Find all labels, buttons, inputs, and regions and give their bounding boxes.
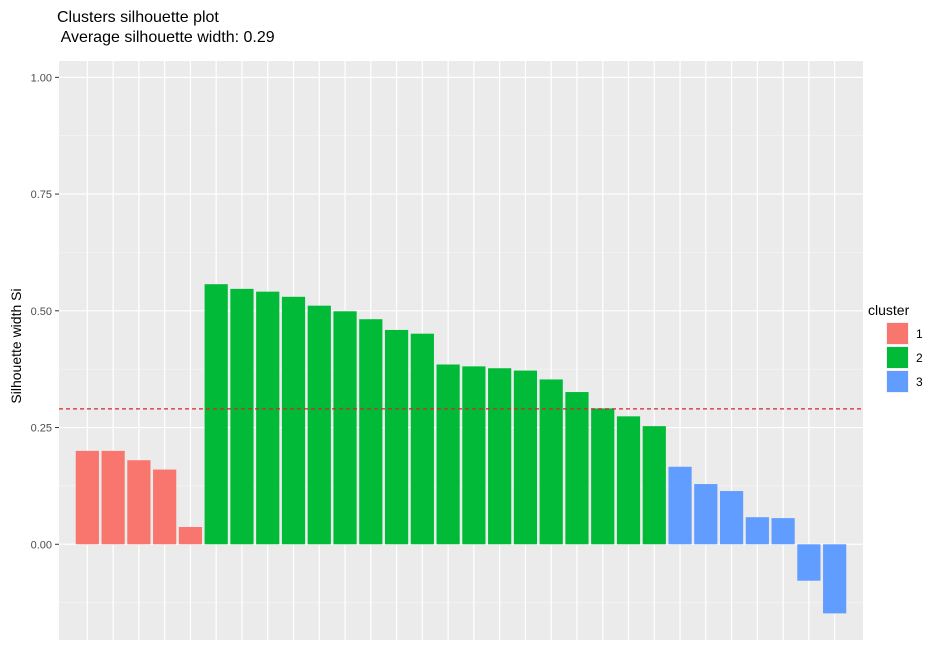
bar [204, 284, 228, 545]
y-axis-ticks: 0.00 0.25 0.50 0.75 1.00 [31, 72, 59, 551]
legend-swatch [887, 323, 908, 344]
bar [591, 408, 615, 545]
y-tick-label: 0.50 [31, 306, 52, 318]
bar [384, 329, 409, 545]
bar [153, 469, 177, 545]
legend-swatch [887, 347, 908, 368]
bar [694, 484, 718, 545]
plot-panel [59, 61, 863, 640]
y-tick-label: 0.25 [31, 423, 52, 435]
legend: cluster 1 2 3 [868, 302, 923, 393]
bar [565, 392, 589, 545]
bar [410, 333, 434, 545]
legend-title: cluster [868, 302, 910, 318]
legend-label: 2 [916, 351, 923, 365]
bar [75, 450, 99, 545]
bar [488, 368, 512, 545]
y-tick-label: 1.00 [31, 72, 52, 84]
bar [797, 544, 821, 581]
bar [539, 379, 563, 545]
bar [230, 288, 254, 545]
bar [462, 366, 486, 545]
bar [668, 466, 692, 545]
bar [436, 364, 460, 545]
legend-label: 1 [916, 327, 923, 341]
bar [642, 426, 666, 545]
chart-subtitle: Average silhouette width: 0.29 [57, 29, 275, 46]
legend-label: 3 [916, 375, 923, 389]
bar [745, 517, 769, 545]
bar [101, 450, 125, 545]
y-tick-label: 0.75 [31, 189, 52, 201]
bar [771, 518, 795, 545]
bar [616, 416, 641, 545]
y-tick-label: 0.00 [31, 539, 52, 551]
bar [719, 491, 744, 545]
bar [823, 544, 847, 614]
bars [75, 284, 847, 614]
bar [333, 311, 357, 545]
bar [256, 291, 280, 545]
chart-title: Clusters silhouette plot [57, 9, 219, 26]
bar [359, 319, 383, 545]
bar [513, 370, 538, 545]
bar [281, 296, 306, 545]
bar [307, 305, 331, 545]
bar [127, 460, 151, 545]
legend-swatch [887, 371, 908, 392]
y-axis-title: Silhouette width Si [8, 288, 24, 403]
bar [178, 527, 203, 545]
